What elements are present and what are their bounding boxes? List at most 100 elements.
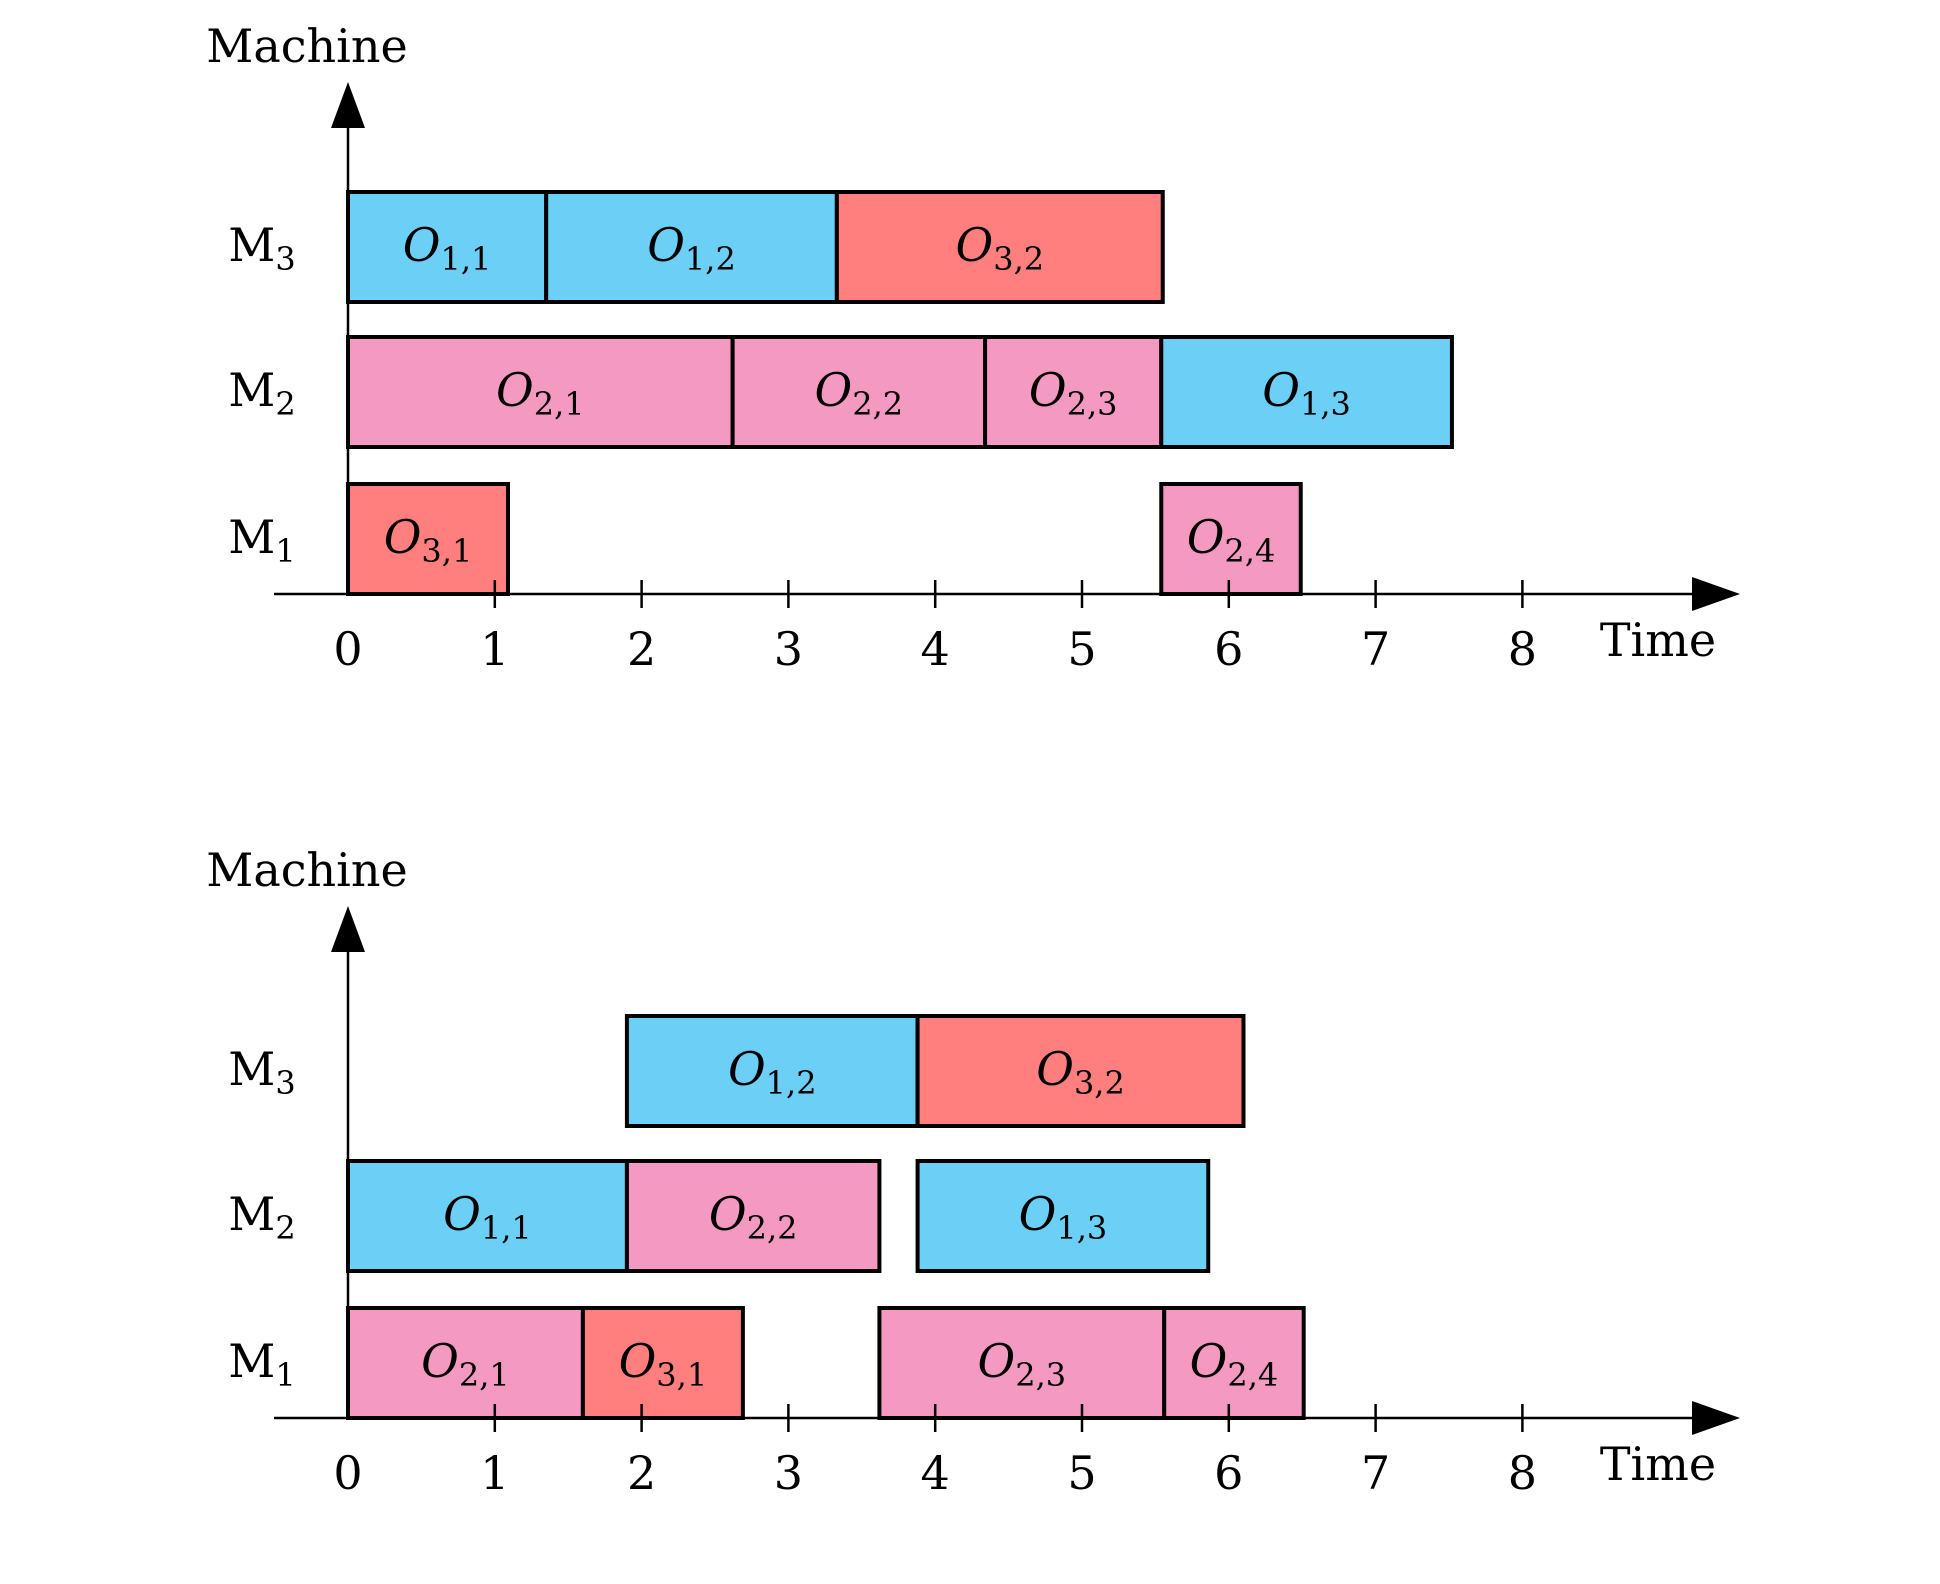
operation-label: O1,3: [1262, 363, 1351, 423]
operation-label-base: O: [1019, 1187, 1057, 1241]
operation-label-base: O: [1036, 1042, 1074, 1096]
operation-bar-o2-3: O2,3: [877, 1306, 1167, 1420]
operation-label: O1,2: [728, 1042, 817, 1102]
operation-rect: [346, 482, 511, 596]
y-axis-arrow-icon: [331, 906, 365, 952]
operation-bar-o2-4: O2,4: [1162, 1306, 1306, 1420]
x-axis-title: Time: [1600, 613, 1716, 667]
operation-label-base: O: [955, 218, 993, 272]
operation-label: O2,4: [1187, 510, 1276, 570]
operation-bar-o2-2: O2,2: [730, 335, 988, 449]
operation-label-subscript: 2,1: [534, 385, 585, 423]
operation-label-base: O: [403, 218, 441, 272]
operation-label-subscript: 3,1: [656, 1356, 707, 1394]
operation-label-subscript: 2,3: [1015, 1356, 1066, 1394]
machine-label-m3: M3: [228, 1042, 295, 1102]
operation-label-subscript: 2,3: [1067, 385, 1118, 423]
x-tick-label: 2: [627, 622, 656, 676]
operation-label-base: O: [384, 510, 422, 564]
x-tick-label: 8: [1508, 622, 1537, 676]
operation-label: O1,2: [647, 218, 736, 278]
operation-bar-o1-2: O1,2: [624, 1014, 920, 1128]
machine-label-m1-base: M: [228, 1334, 275, 1388]
x-axis-title: Time: [1600, 1437, 1716, 1491]
operation-label-subscript: 2,4: [1227, 1356, 1278, 1394]
operation-label: O3,2: [955, 218, 1044, 278]
operation-label: O2,1: [421, 1334, 510, 1394]
operation-bar-o1-3: O1,3: [1159, 335, 1454, 449]
x-tick-label: 3: [774, 1446, 803, 1500]
y-axis-title: Machine: [206, 843, 407, 897]
operation-label-base: O: [619, 1334, 657, 1388]
operation-label: O1,3: [1019, 1187, 1108, 1247]
operation-label-subscript: 2,2: [852, 385, 903, 423]
operation-label: O1,1: [403, 218, 492, 278]
operation-label-base: O: [496, 363, 534, 417]
machine-label-m2: M2: [228, 363, 295, 423]
machine-label-m1: M1: [228, 1334, 295, 1394]
operation-label: O3,2: [1036, 1042, 1125, 1102]
x-tick-label: 1: [480, 1446, 509, 1500]
x-tick-label: 7: [1361, 622, 1390, 676]
machine-label-m1-subscript: 1: [275, 1356, 295, 1394]
operation-label: O2,4: [1190, 1334, 1279, 1394]
gantt-panel-1: O1,1 O1,2 O3,2O2,1 O2,2 O2,3 O1,3O3,1 O2,4Mach…: [206, 19, 1740, 676]
operation-bar-o2-1: O2,1: [346, 1306, 585, 1420]
operation-label: O3,1: [384, 510, 473, 570]
operation-label-subscript: 1,2: [685, 240, 736, 278]
x-tick-label: 6: [1214, 1446, 1243, 1500]
operation-label-subscript: 2,4: [1224, 532, 1275, 570]
operation-label-subscript: 1,1: [441, 240, 492, 278]
operation-label-base: O: [728, 1042, 766, 1096]
operation-bar-o2-1: O2,1: [346, 335, 735, 449]
operation-bar-o3-1: O3,1: [346, 482, 511, 596]
machine-label-m3-base: M: [228, 1042, 275, 1096]
operation-label: O2,2: [709, 1187, 798, 1247]
machine-label-m1: M1: [228, 510, 295, 570]
operation-label-base: O: [1187, 510, 1225, 564]
operation-rect: [834, 190, 1165, 304]
machine-label-m2-base: M: [228, 1187, 275, 1241]
operation-bar-o1-2: O1,2: [544, 190, 839, 304]
machine-label-m3-base: M: [228, 218, 275, 272]
operation-label: O1,1: [443, 1187, 532, 1247]
machine-label-m2-base: M: [228, 363, 275, 417]
operation-rect: [624, 1014, 920, 1128]
operation-bar-o2-2: O2,2: [624, 1159, 882, 1273]
x-tick-label: 8: [1508, 1446, 1537, 1500]
x-tick-label: 0: [333, 622, 362, 676]
operation-bar-o3-2: O3,2: [834, 190, 1165, 304]
machine-label-m3-subscript: 3: [275, 1064, 295, 1102]
operation-bar-o1-1: O1,1: [346, 1159, 629, 1273]
operation-rect: [877, 1306, 1167, 1420]
gantt-panel-2: O1,2 O3,2O1,1 O2,2 O1,3O2,1 O3,1 O2,3 O2,4Mach…: [206, 843, 1740, 1500]
operation-label-base: O: [978, 1334, 1016, 1388]
x-axis-arrow-icon: [1692, 577, 1740, 611]
operation-label-subscript: 3,2: [993, 240, 1044, 278]
operation-rect: [915, 1014, 1246, 1128]
operation-label-base: O: [421, 1334, 459, 1388]
operation-label-base: O: [709, 1187, 747, 1241]
operation-label-subscript: 3,2: [1074, 1064, 1125, 1102]
machine-label-m2: M2: [228, 1187, 295, 1247]
operation-label-base: O: [647, 218, 685, 272]
x-tick-label: 4: [921, 1446, 950, 1500]
operation-label-subscript: 1,3: [1056, 1209, 1107, 1247]
x-axis-arrow-icon: [1692, 1401, 1740, 1435]
x-tick-label: 2: [627, 1446, 656, 1500]
operation-label: O2,2: [815, 363, 904, 423]
operation-bar-o1-1: O1,1: [346, 190, 549, 304]
x-tick-label: 5: [1067, 622, 1096, 676]
operation-bar-o3-1: O3,1: [580, 1306, 745, 1420]
x-tick-label: 0: [333, 1446, 362, 1500]
y-axis-arrow-icon: [331, 82, 365, 128]
operation-label: O2,3: [978, 1334, 1067, 1394]
operation-label-subscript: 2,2: [747, 1209, 798, 1247]
x-tick-label: 7: [1361, 1446, 1390, 1500]
x-tick-label: 5: [1067, 1446, 1096, 1500]
operation-label-subscript: 3,1: [421, 532, 472, 570]
machine-label-m1-base: M: [228, 510, 275, 564]
operation-bar-o2-3: O2,3: [983, 335, 1164, 449]
operation-label: O2,1: [496, 363, 585, 423]
